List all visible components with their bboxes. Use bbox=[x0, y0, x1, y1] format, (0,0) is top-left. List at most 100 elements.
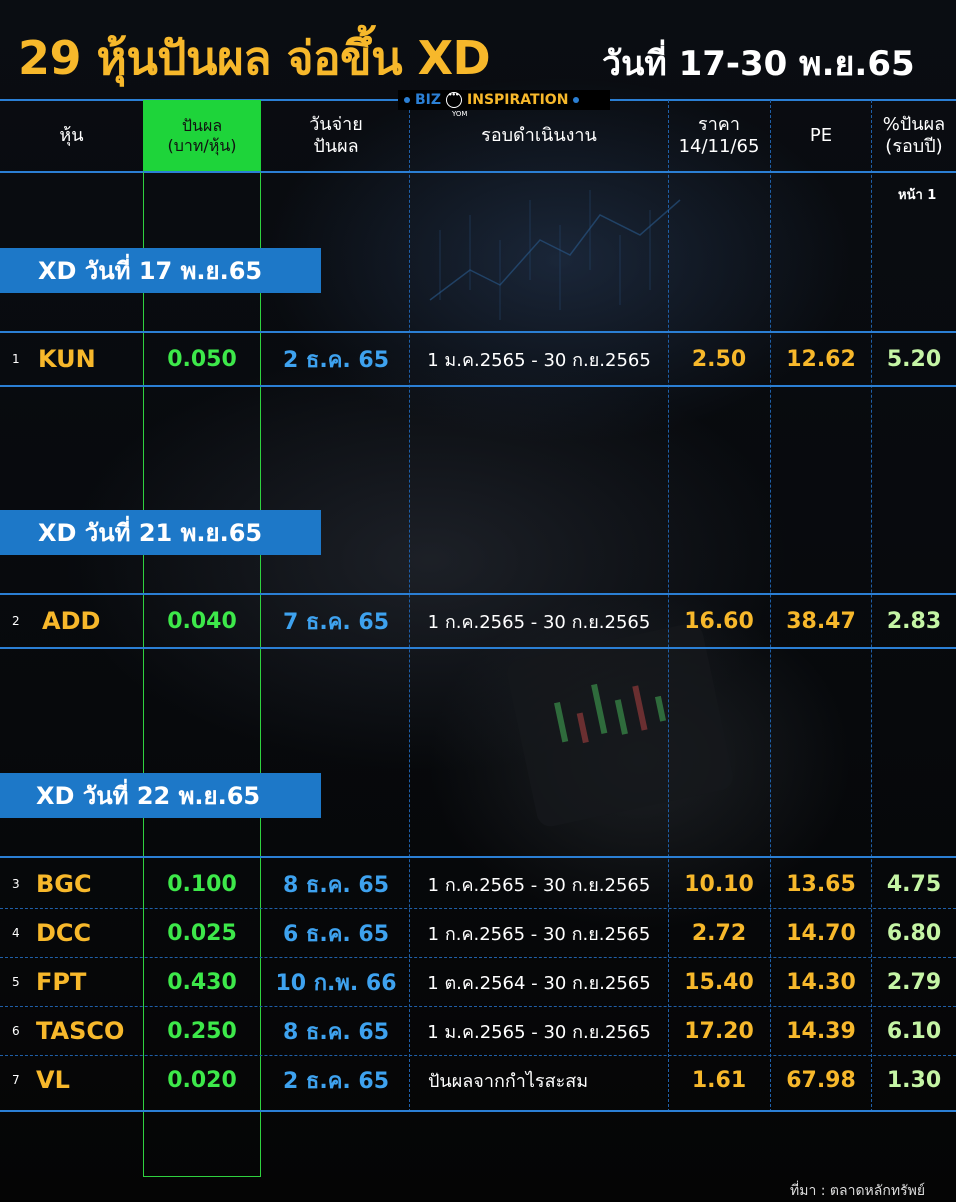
dividend-yield: 2.83 bbox=[886, 608, 942, 634]
period: 1 ก.ค.2565 - 30 ก.ย.2565 bbox=[427, 923, 651, 945]
row-number: 5 bbox=[12, 975, 20, 989]
page-label: หน้า 1 bbox=[898, 188, 937, 203]
table-row: 6 TASCO 0.250 8 ธ.ค. 65 1 ม.ค.2565 - 30 … bbox=[0, 1007, 956, 1055]
pay-date: 7 ธ.ค. 65 bbox=[282, 609, 390, 635]
dividend-yield: 4.75 bbox=[886, 871, 942, 897]
brand-dot-left bbox=[404, 97, 410, 103]
row-bottom-line bbox=[0, 385, 956, 387]
dividend-yield: 1.30 bbox=[886, 1067, 942, 1093]
header-pay-date-line2: ปันผล bbox=[313, 136, 359, 157]
header-period: รอบดำเนินงาน bbox=[481, 125, 597, 146]
header-yield-line1: %ปันผล bbox=[882, 114, 946, 135]
row-number: 2 bbox=[12, 614, 20, 628]
period: ปันผลจากกำไรสะสม bbox=[428, 1070, 589, 1092]
dividend-value: 0.100 bbox=[167, 871, 237, 897]
header-bottom-line bbox=[0, 171, 956, 173]
header-price: ราคา 14/11/65 bbox=[668, 100, 770, 172]
row-top-line bbox=[0, 593, 956, 595]
dividend-value: 0.025 bbox=[167, 920, 237, 946]
price: 16.60 bbox=[684, 608, 754, 634]
brand-logo: BIZ INSPIRATION bbox=[398, 90, 610, 110]
column-divider bbox=[871, 100, 872, 1112]
dividend-value: 0.050 bbox=[167, 346, 237, 372]
period: 1 ก.ค.2565 - 30 ก.ย.2565 bbox=[427, 611, 651, 633]
pe-ratio: 13.65 bbox=[786, 871, 856, 897]
table-row: 3 BGC 0.100 8 ธ.ค. 65 1 ก.ค.2565 - 30 ก.… bbox=[0, 860, 956, 908]
pe-ratio: 38.47 bbox=[786, 608, 856, 634]
period: 1 ก.ค.2565 - 30 ก.ย.2565 bbox=[427, 874, 651, 896]
header-price-line2: 14/11/65 bbox=[678, 136, 760, 157]
brand-biz: BIZ bbox=[415, 92, 442, 108]
group-banner-22: XD วันที่ 22 พ.ย.65 bbox=[0, 773, 321, 818]
dividend-yield: 6.80 bbox=[886, 920, 942, 946]
header-dividend: ปันผล (บาท/หุ้น) bbox=[143, 100, 261, 172]
pe-ratio: 14.70 bbox=[786, 920, 856, 946]
header-pe: PE bbox=[809, 125, 833, 146]
dividend-yield: 6.10 bbox=[886, 1018, 942, 1044]
header-dividend-line1: ปันผล bbox=[181, 116, 223, 135]
table-row: 1 KUN 0.050 2 ธ.ค. 65 1 ม.ค.2565 - 30 ก.… bbox=[0, 335, 956, 383]
row-number: 3 bbox=[12, 877, 20, 891]
table-row: 4 DCC 0.025 6 ธ.ค. 65 1 ก.ค.2565 - 30 ก.… bbox=[0, 909, 956, 957]
column-divider bbox=[770, 100, 771, 1112]
pay-date: 8 ธ.ค. 65 bbox=[282, 872, 390, 898]
title-date-range: วันที่ 17-30 พ.ย.65 bbox=[602, 44, 915, 84]
row-top-line bbox=[0, 856, 956, 858]
row-separator bbox=[0, 957, 956, 959]
dividend-value: 0.430 bbox=[167, 969, 237, 995]
pay-date: 6 ธ.ค. 65 bbox=[282, 921, 390, 947]
dividend-column-frame bbox=[143, 172, 261, 1177]
row-number: 7 bbox=[12, 1073, 20, 1087]
pay-date: 2 ธ.ค. 65 bbox=[282, 347, 390, 373]
stock-symbol: FPT bbox=[36, 968, 87, 996]
header-dividend-line2: (บาท/หุ้น) bbox=[167, 136, 237, 155]
stock-symbol: ADD bbox=[42, 607, 101, 635]
page-title: 29 หุ้นปันผล จ่อขึ้น XD bbox=[18, 31, 491, 85]
price: 15.40 bbox=[684, 969, 754, 995]
pay-date: 8 ธ.ค. 65 bbox=[282, 1019, 390, 1045]
price: 17.20 bbox=[684, 1018, 754, 1044]
stock-symbol: VL bbox=[36, 1066, 70, 1094]
header-price-line1: ราคา bbox=[698, 114, 740, 135]
dividend-yield: 5.20 bbox=[886, 346, 942, 372]
brand-dot-right bbox=[573, 97, 580, 103]
row-bottom-line bbox=[0, 647, 956, 649]
pay-date: 10 ก.พ. 66 bbox=[275, 970, 397, 996]
pe-ratio: 67.98 bbox=[786, 1067, 856, 1093]
table-bottom-line bbox=[0, 1110, 956, 1112]
stock-symbol: TASCO bbox=[36, 1017, 125, 1045]
stock-symbol: KUN bbox=[38, 345, 96, 373]
row-separator bbox=[0, 1055, 956, 1057]
price: 2.50 bbox=[691, 346, 747, 372]
table-row: 7 VL 0.020 2 ธ.ค. 65 ปันผลจากกำไรสะสม 1.… bbox=[0, 1056, 956, 1104]
row-separator bbox=[0, 1006, 956, 1008]
title-bar: 29 หุ้นปันผล จ่อขึ้น XD วันที่ 17-30 พ.ย… bbox=[0, 0, 956, 96]
table-row: 5 FPT 0.430 10 ก.พ. 66 1 ต.ค.2564 - 30 ก… bbox=[0, 958, 956, 1006]
column-divider bbox=[668, 100, 669, 1112]
period: 1 ม.ค.2565 - 30 ก.ย.2565 bbox=[427, 349, 651, 371]
group-banner-17: XD วันที่ 17 พ.ย.65 bbox=[0, 248, 321, 293]
pay-date: 2 ธ.ค. 65 bbox=[282, 1068, 390, 1094]
price: 1.61 bbox=[691, 1067, 747, 1093]
header-pay-date: วันจ่าย ปันผล bbox=[262, 100, 410, 172]
pe-ratio: 14.30 bbox=[786, 969, 856, 995]
brand-sub: YOM bbox=[452, 110, 468, 118]
source-note: ที่มา : ตลาดหลักทรัพย์ bbox=[790, 1183, 926, 1199]
header-yield: %ปันผล (รอบปี) bbox=[872, 100, 956, 172]
stock-symbol: DCC bbox=[36, 919, 92, 947]
header-yield-line2: (รอบปี) bbox=[885, 136, 943, 157]
price: 10.10 bbox=[684, 871, 754, 897]
chat-face-icon bbox=[446, 91, 463, 108]
dividend-value: 0.040 bbox=[167, 608, 237, 634]
price: 2.72 bbox=[691, 920, 747, 946]
row-number: 1 bbox=[12, 352, 20, 366]
row-separator bbox=[0, 908, 956, 910]
row-number: 6 bbox=[12, 1024, 20, 1038]
group-banner-21: XD วันที่ 21 พ.ย.65 bbox=[0, 510, 321, 555]
column-divider bbox=[409, 100, 410, 1112]
stock-symbol: BGC bbox=[36, 870, 92, 898]
brand-inspiration: INSPIRATION bbox=[467, 92, 569, 108]
table-row: 2 ADD 0.040 7 ธ.ค. 65 1 ก.ค.2565 - 30 ก.… bbox=[0, 597, 956, 645]
dividend-yield: 2.79 bbox=[886, 969, 942, 995]
